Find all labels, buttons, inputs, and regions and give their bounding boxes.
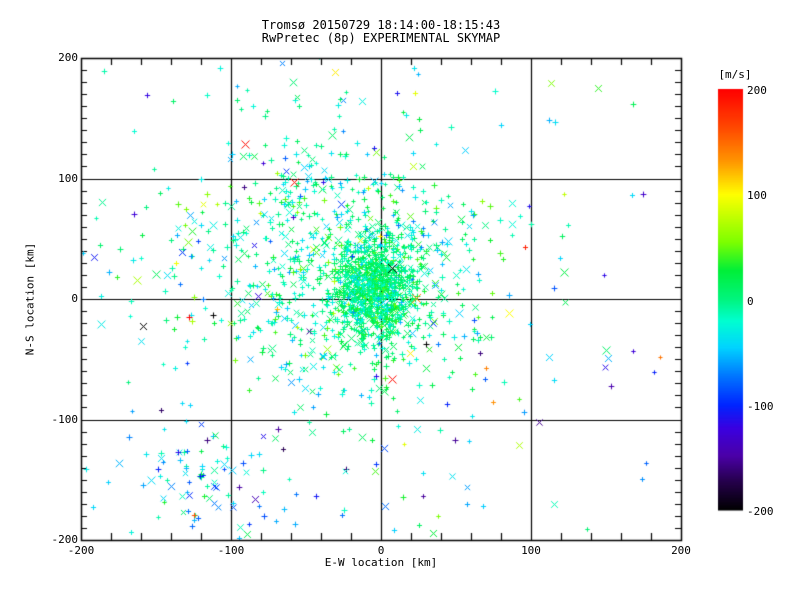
colorbar-unit-label: [m/s]: [718, 68, 752, 81]
plot-subtitle: RwPretec (8p) EXPERIMENTAL SKYMAP: [261, 31, 501, 45]
y-tick-label: -100: [51, 412, 79, 426]
colorbar-tick-label: 200: [747, 84, 767, 97]
x-tick-label: 100: [521, 544, 541, 557]
y-tick-label: 0: [71, 292, 78, 305]
colorbar-tick-label: 0: [747, 294, 754, 308]
y-tick-label: -200: [51, 533, 79, 546]
x-axis-label: E-W location [km]: [324, 556, 438, 569]
plot-title: Tromsø 20150729 18:14:00-18:15:43: [261, 18, 501, 32]
x-tick-label: -200: [67, 544, 95, 557]
x-tick-label: -100: [217, 544, 245, 557]
y-tick-label: 100: [58, 171, 78, 185]
y-tick-label: 200: [58, 51, 78, 64]
colorbar-tick-label: -100: [747, 399, 774, 413]
colorbar-tick-label: -200: [747, 505, 774, 518]
x-tick-label: 200: [671, 544, 691, 557]
colorbar-tick-label: 100: [747, 189, 767, 203]
x-tick-label: 0: [377, 544, 385, 557]
